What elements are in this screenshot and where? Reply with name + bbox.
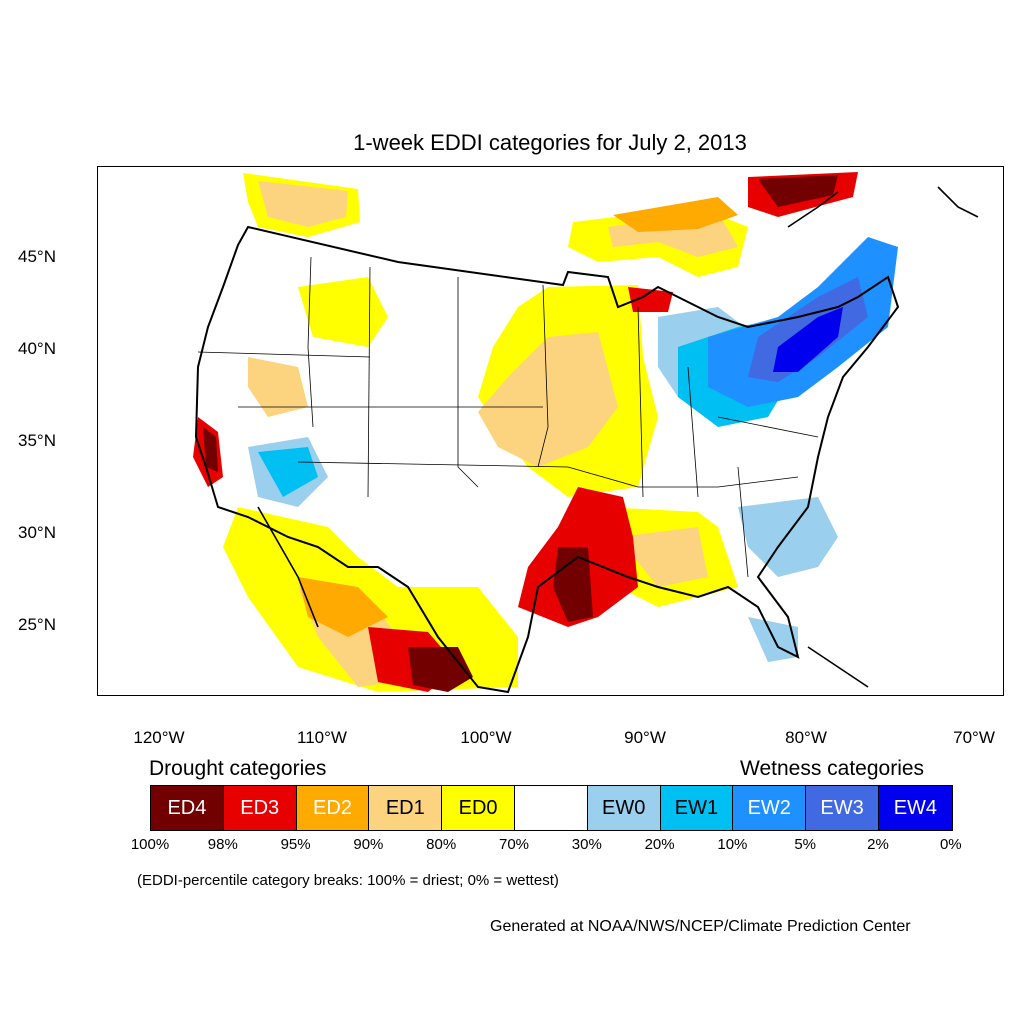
map-title: 1-week EDDI categories for July 2, 2013 [353,130,747,155]
legend-box-ew0: EW0 [587,786,661,830]
percentile-label: 30% [571,836,602,853]
legend-box-ed2: ED2 [296,786,370,830]
credit-line: Generated at NOAA/NWS/NCEP/Climate Predi… [490,918,911,935]
legend-box-ed1: ED1 [369,786,443,830]
percentile-label: 0% [939,836,962,853]
legend-box-ew4: EW4 [878,786,952,830]
legend-box-neutral [514,786,588,830]
wetness-ew4-areas [773,307,843,372]
neighbor-coastlines [257,186,979,688]
percentile-label: 5% [794,836,817,853]
percentile-label: 80% [426,836,457,853]
percentile-label: 100% [130,836,170,853]
legend-box-ew3: EW3 [806,786,879,830]
legend-box-ed4: ED4 [151,786,224,830]
lon-label: 90°W [624,728,666,747]
lat-label: 25°N [18,615,56,634]
percentile-label: 98% [207,836,238,853]
percentile-label: 70% [498,836,530,853]
lat-label: 30°N [18,523,56,542]
legend-box-ed3: ED3 [223,786,297,830]
lat-label: 40°N [18,339,56,358]
lon-label: 70°W [953,728,995,747]
legend-box-ew2: EW2 [733,786,807,830]
lat-label: 45°N [18,247,56,266]
lon-label: 80°W [785,728,827,747]
drought-ed4-areas [203,175,838,692]
lat-label: 35°N [18,431,56,450]
legend-box-ed0: ED0 [442,786,515,830]
percentile-label: 90% [353,836,384,853]
percentile-label: 2% [867,836,889,853]
lon-label: 110°W [297,728,347,747]
lon-label: 100°W [460,728,512,747]
eddi-map [97,166,1004,696]
percentile-label: 20% [644,836,675,853]
legend-box-ew1: EW1 [660,786,734,830]
state-boundaries [197,256,819,578]
us-outline [194,225,900,694]
drought-heading: Drought categories [149,757,327,780]
category-legend: ED4 ED3 ED2 ED1 ED0 EW0 EW1 EW2 EW3 EW4 [150,785,953,831]
percentile-label: 95% [280,836,311,853]
lon-label: 120°W [133,728,185,747]
percentile-label: 10% [717,836,748,853]
drought-yellow-areas [223,173,748,692]
wetness-heading: Wetness categories [740,757,925,780]
category-note: (EDDI-percentile category breaks: 100% =… [137,872,559,889]
